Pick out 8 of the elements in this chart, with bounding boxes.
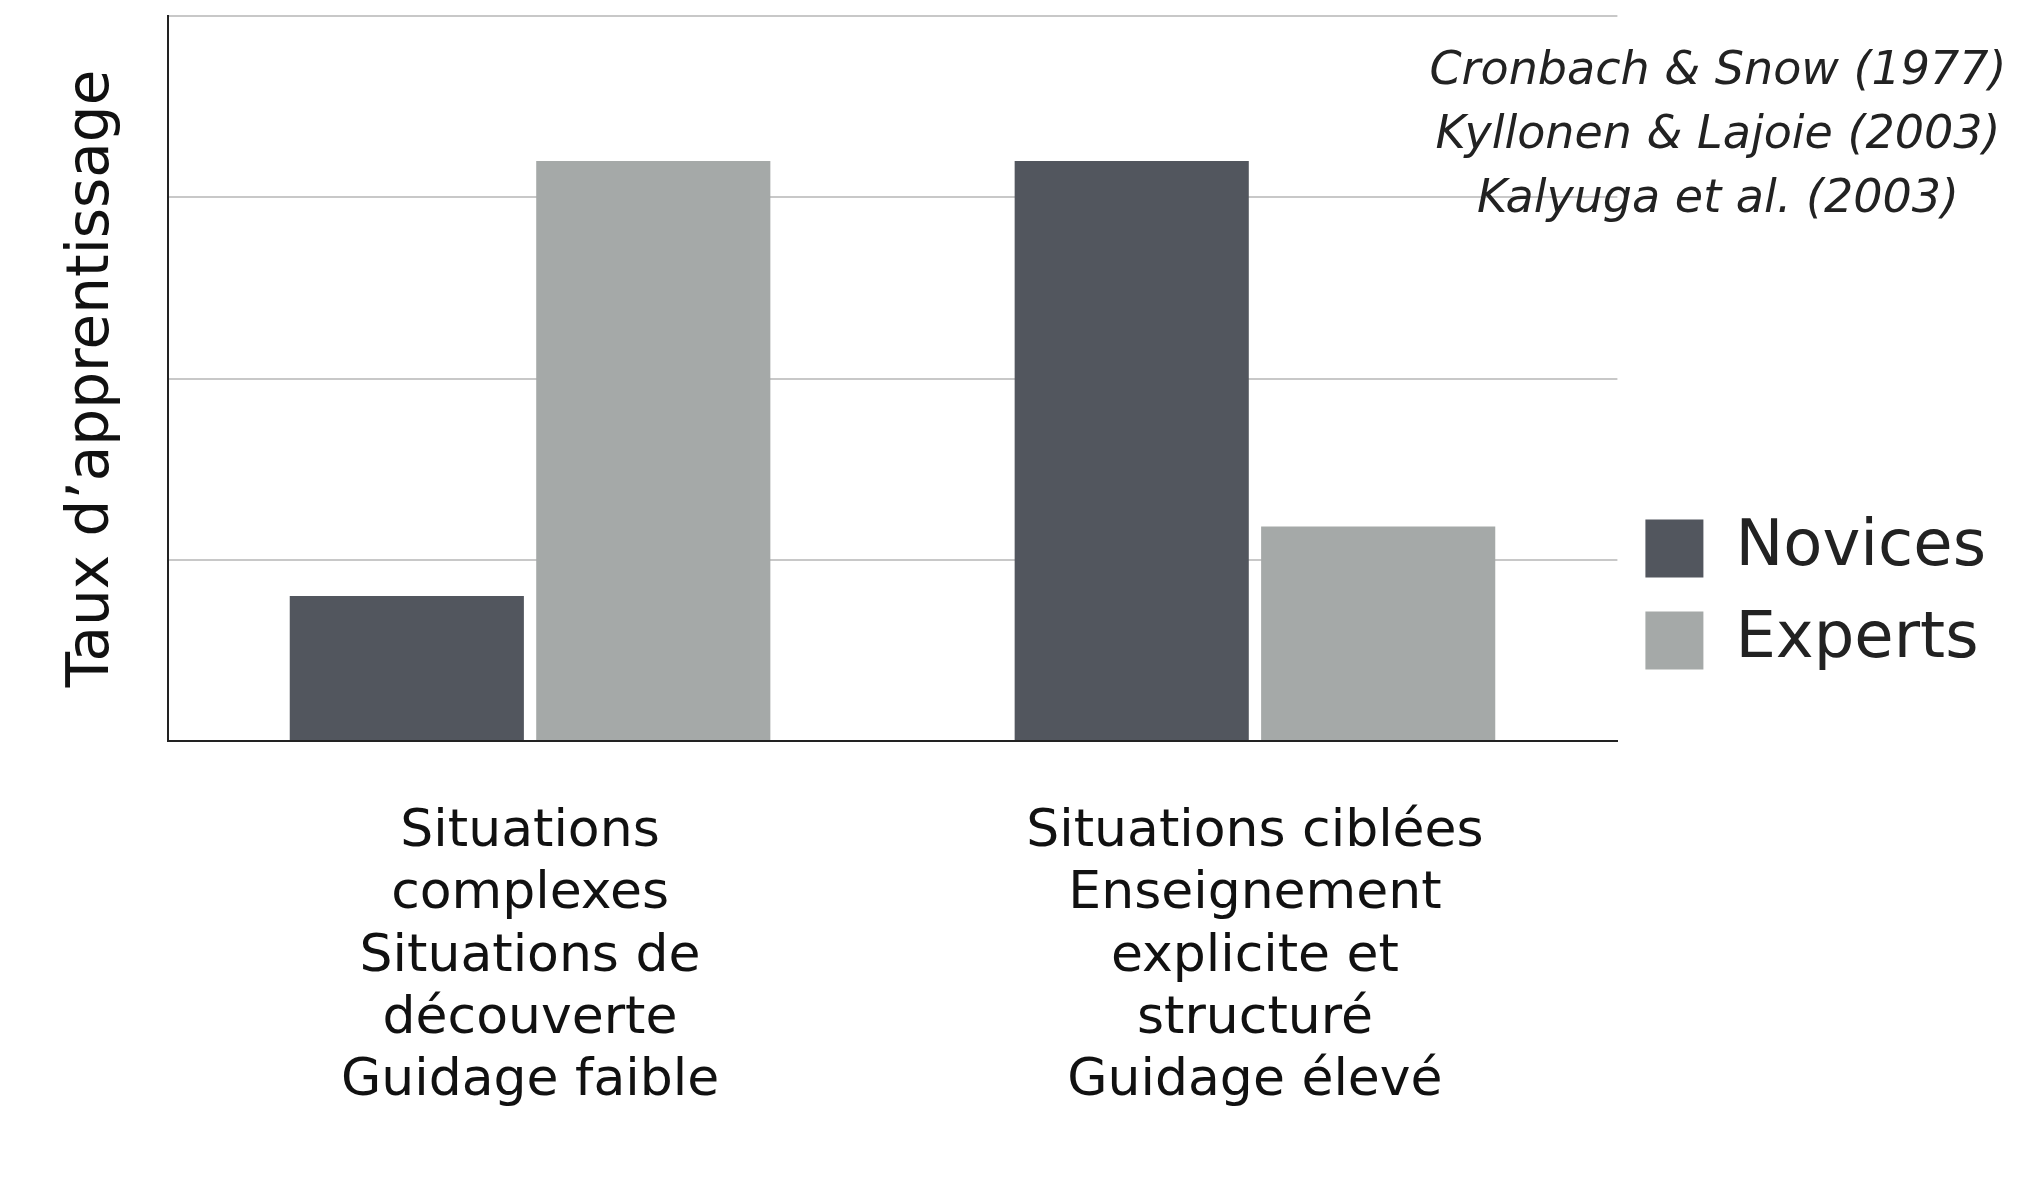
annotation: Kalyuga et al. (2003) bbox=[1476, 168, 1960, 225]
x-tick-label: Situations ciblées Enseignement explicite et structuré Guidage élevé bbox=[1026, 797, 1484, 1108]
x-tick-label: Situations complexes Situations de découverte Guidage faible bbox=[340, 797, 720, 1108]
legend-label: Experts bbox=[1735, 598, 1979, 673]
text: Kyllonen & Lajoie (2003) bbox=[1434, 104, 2002, 161]
y-axis-title: Taux d’apprentissage bbox=[53, 69, 122, 689]
legend-label: Novices bbox=[1735, 506, 1986, 581]
text: Cronbach & Snow (1977) bbox=[1428, 40, 2008, 97]
